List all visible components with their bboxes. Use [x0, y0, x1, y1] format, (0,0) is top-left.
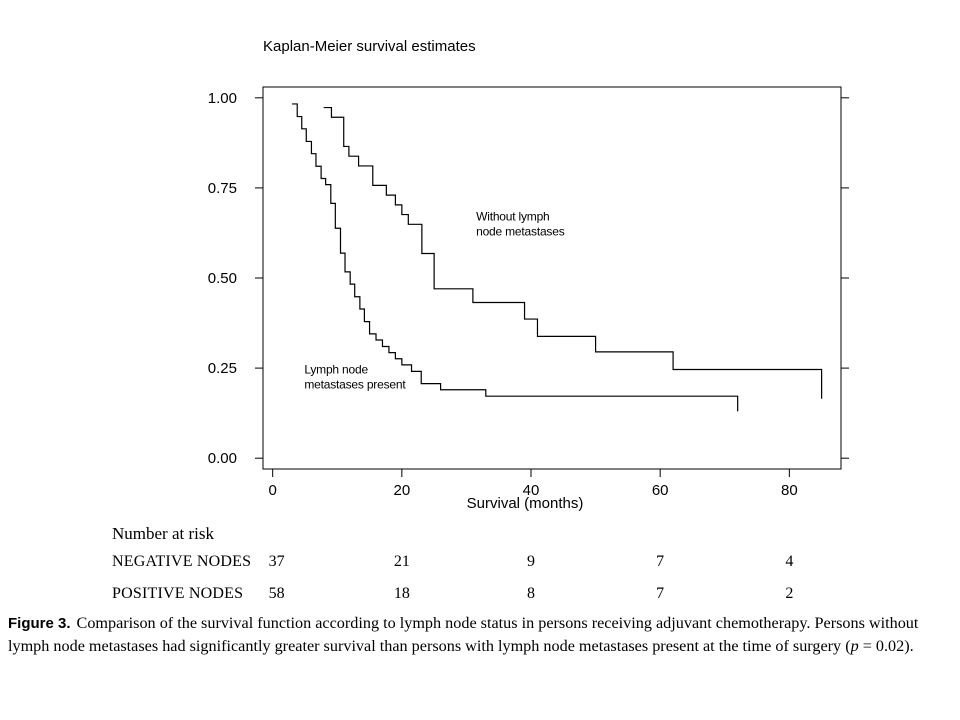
- x-axis-tick-labels: 0 20 40 60 80: [269, 482, 798, 499]
- annotation-line: Without lymph: [476, 209, 549, 223]
- x-tick-label: 40: [523, 482, 540, 499]
- x-tick-label: 0: [269, 482, 277, 499]
- series-line-negative-nodes: [323, 106, 823, 399]
- x-tick-label: 80: [781, 482, 798, 499]
- caption-p-symbol: p: [850, 637, 859, 655]
- survival-curves: [292, 103, 823, 412]
- km-chart: Kaplan-Meier survival estimates 0.00 0.25…: [208, 38, 849, 512]
- caption-text-end: = 0.02).: [858, 637, 914, 655]
- x-tick-label: 60: [652, 482, 669, 499]
- annotation-metastases-present: Lymph node metastases present: [304, 363, 406, 392]
- chart-title: Kaplan-Meier survival estimates: [263, 38, 476, 55]
- y-tick-label: 0.25: [208, 360, 237, 377]
- y-tick-label: 0.75: [208, 180, 237, 197]
- y-axis-tick-labels: 0.00 0.25 0.50 0.75 1.00: [208, 90, 237, 467]
- x-axis-label: Survival (months): [467, 495, 584, 512]
- annotation-line: node metastases: [476, 224, 565, 238]
- figure-label: Figure 3.: [8, 615, 71, 632]
- curve-annotations: Without lymph node metastases Lymph node me…: [304, 209, 565, 392]
- annotation-line: metastases present: [304, 378, 406, 392]
- figure-caption: Figure 3. Comparison of the survival func…: [8, 612, 958, 657]
- y-tick-label: 0.50: [208, 270, 237, 287]
- annotation-line: Lymph node: [304, 363, 368, 377]
- x-tick-label: 20: [394, 482, 411, 499]
- y-tick-label: 0.00: [208, 450, 237, 467]
- annotation-without-metastases: Without lymph node metastases: [476, 209, 565, 238]
- series-line-positive-nodes: [292, 103, 739, 412]
- caption-text: Comparison of the survival function acco…: [8, 614, 919, 655]
- y-tick-label: 1.00: [208, 90, 237, 107]
- y-axis-ticks: [255, 97, 849, 459]
- x-axis-ticks: [272, 469, 790, 477]
